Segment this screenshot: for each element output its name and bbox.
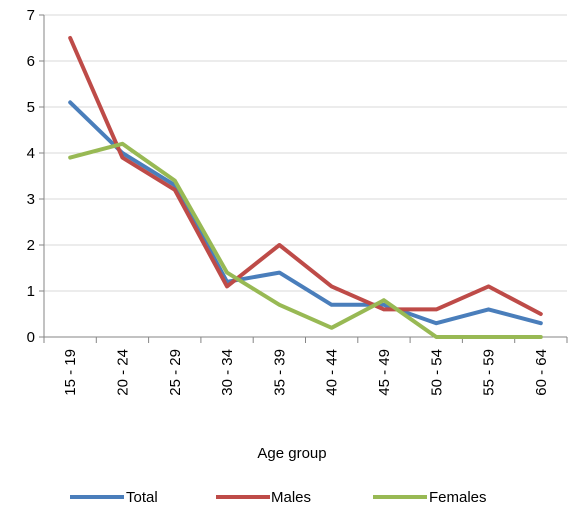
x-tick-label: 20 - 24: [114, 349, 131, 396]
x-tick-label: 15 - 19: [62, 349, 79, 396]
legend: Total Males Females: [70, 489, 487, 506]
y-axis-ticks: 0 1 2 3 4 5 6 7: [27, 7, 44, 346]
series-lines: [68, 36, 543, 339]
x-axis-title: Age group: [257, 445, 326, 462]
x-tick-label: 35 - 39: [271, 349, 288, 396]
legend-label-females: Females: [429, 489, 487, 506]
x-axis-ticks: 15 - 19 20 - 24 25 - 29 30 - 34 35 - 39 40 - …: [43, 337, 568, 396]
gridlines: [44, 14, 567, 292]
x-tick-label: 30 - 34: [219, 349, 236, 396]
series-line-total: [68, 100, 543, 326]
y-tick-label: 0: [27, 329, 35, 346]
x-tick-label: 60 - 64: [533, 349, 550, 396]
x-tick-label: 40 - 44: [324, 349, 341, 396]
series-line-males: [68, 36, 543, 316]
x-tick-label: 55 - 59: [481, 349, 498, 396]
y-tick-label: 7: [27, 7, 35, 24]
y-tick-label: 3: [27, 191, 35, 208]
legend-label-males: Males: [271, 489, 311, 506]
x-tick-label: 45 - 49: [376, 349, 393, 396]
y-tick-label: 5: [27, 99, 35, 116]
x-tick-label: 50 - 54: [428, 349, 445, 396]
y-tick-label: 4: [27, 145, 35, 162]
y-tick-label: 2: [27, 237, 35, 254]
y-tick-label: 6: [27, 53, 35, 70]
y-tick-label: 1: [27, 283, 35, 300]
x-tick-label: 25 - 29: [167, 349, 184, 396]
series-line-females: [68, 141, 543, 339]
legend-label-total: Total: [126, 489, 158, 506]
